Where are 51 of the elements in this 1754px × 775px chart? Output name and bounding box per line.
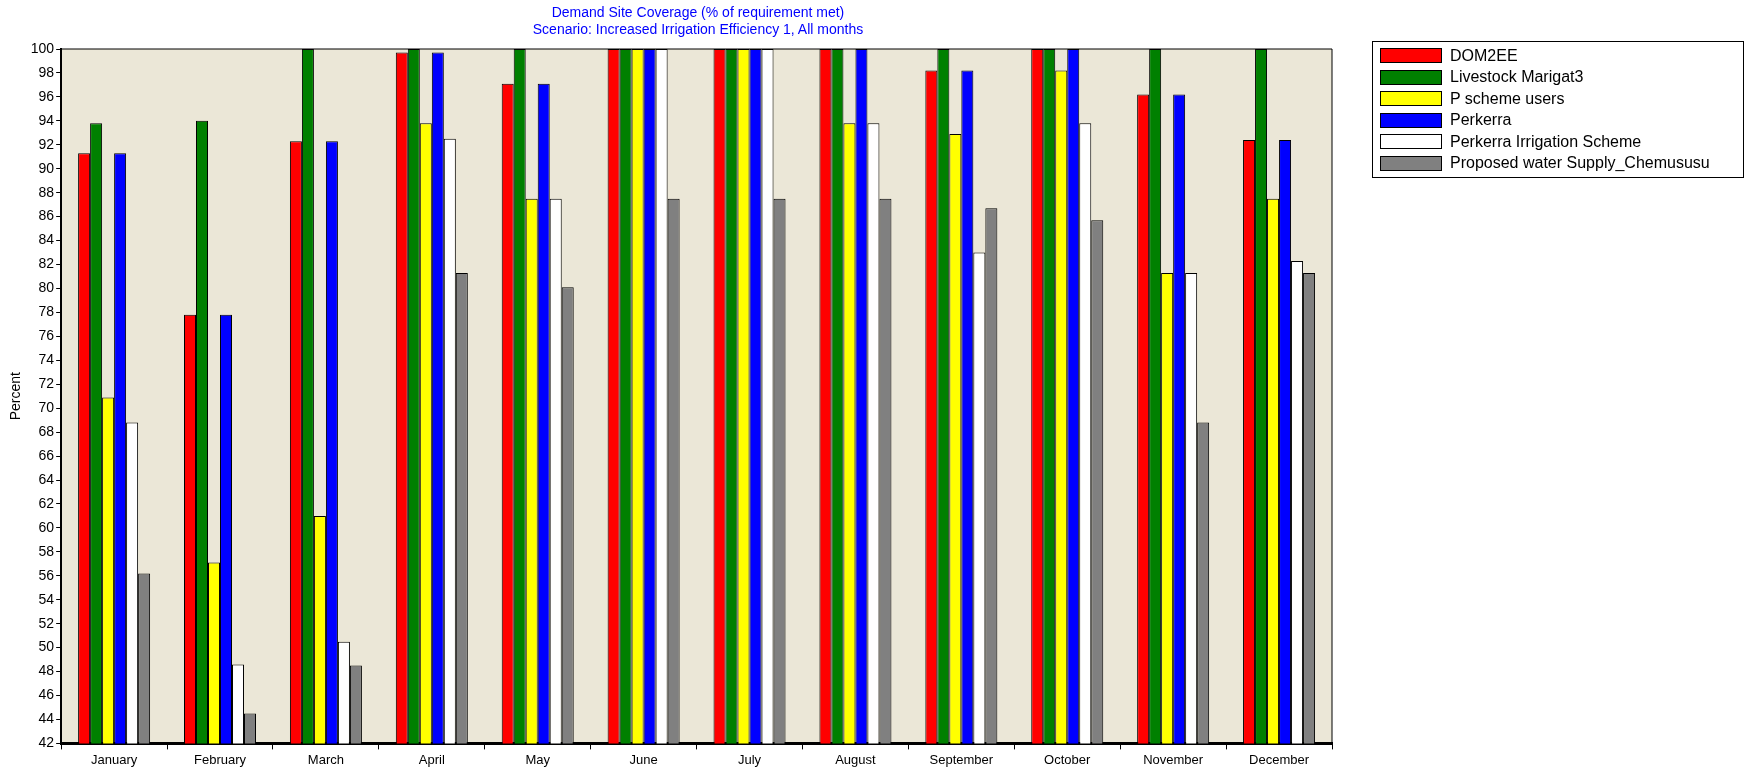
x-tick-label: January: [90, 751, 138, 767]
y-tick-label: 44: [38, 710, 55, 727]
legend-label: DOM2EE: [1450, 46, 1518, 65]
y-tick-label: 46: [38, 686, 55, 703]
y-tick-label: 56: [38, 566, 55, 583]
x-tick-label: August: [835, 751, 877, 767]
y-tick-label: 94: [38, 111, 55, 128]
x-tick-label: September: [929, 751, 994, 767]
y-tick-label: 62: [38, 494, 55, 511]
y-tick-label: 54: [38, 590, 55, 607]
x-tick-label: February: [194, 751, 247, 767]
legend-label: Perkerra: [1450, 111, 1512, 130]
legend-label: P scheme users: [1450, 89, 1565, 108]
y-tick-label: 50: [38, 638, 55, 655]
chart-subtitle: Scenario: Increased Irrigation Efficiency 1, All months: [531, 21, 865, 38]
y-tick-label: 58: [38, 542, 55, 559]
x-tick-label: October: [1044, 751, 1092, 767]
y-tick-label: 70: [38, 399, 55, 416]
y-tick-label: 72: [38, 375, 55, 392]
y-tick-label: 66: [38, 446, 55, 463]
y-tick-label: 82: [38, 255, 55, 272]
legend-label: Proposed water Supply_Chemususu: [1450, 154, 1710, 173]
y-tick-label: 42: [38, 734, 55, 751]
legend-label: Livestock Marigat3: [1450, 68, 1584, 87]
y-tick-label: 100: [30, 39, 55, 56]
y-tick-label: 48: [38, 662, 55, 679]
y-tick-label: 84: [38, 231, 55, 248]
y-tick-label: 76: [38, 327, 55, 344]
x-tick-label: March: [307, 751, 344, 767]
x-tick-label: June: [629, 751, 658, 767]
legend-label: Perkerra Irrigation Scheme: [1450, 132, 1642, 151]
x-tick-label: December: [1249, 751, 1310, 767]
x-tick-label: May: [525, 751, 551, 767]
y-tick-label: 64: [38, 470, 55, 487]
x-tick-label: November: [1143, 751, 1204, 767]
y-tick-label: 86: [38, 207, 55, 224]
x-tick-label: April: [418, 751, 445, 767]
y-axis-title: Percent: [7, 371, 24, 421]
y-tick-label: 80: [38, 279, 55, 296]
y-tick-label: 90: [38, 159, 55, 176]
y-tick-label: 52: [38, 614, 55, 631]
chart-title: Demand Site Coverage (% of requirement met): [550, 4, 846, 21]
y-tick-label: 96: [38, 87, 55, 104]
y-tick-label: 74: [38, 351, 55, 368]
y-tick-label: 68: [38, 422, 55, 439]
x-tick-label: July: [737, 751, 762, 767]
y-tick-label: 60: [38, 518, 55, 535]
y-tick-label: 78: [38, 303, 55, 320]
y-tick-label: 88: [38, 183, 55, 200]
y-tick-label: 92: [38, 135, 55, 152]
y-tick-label: 98: [38, 63, 55, 80]
